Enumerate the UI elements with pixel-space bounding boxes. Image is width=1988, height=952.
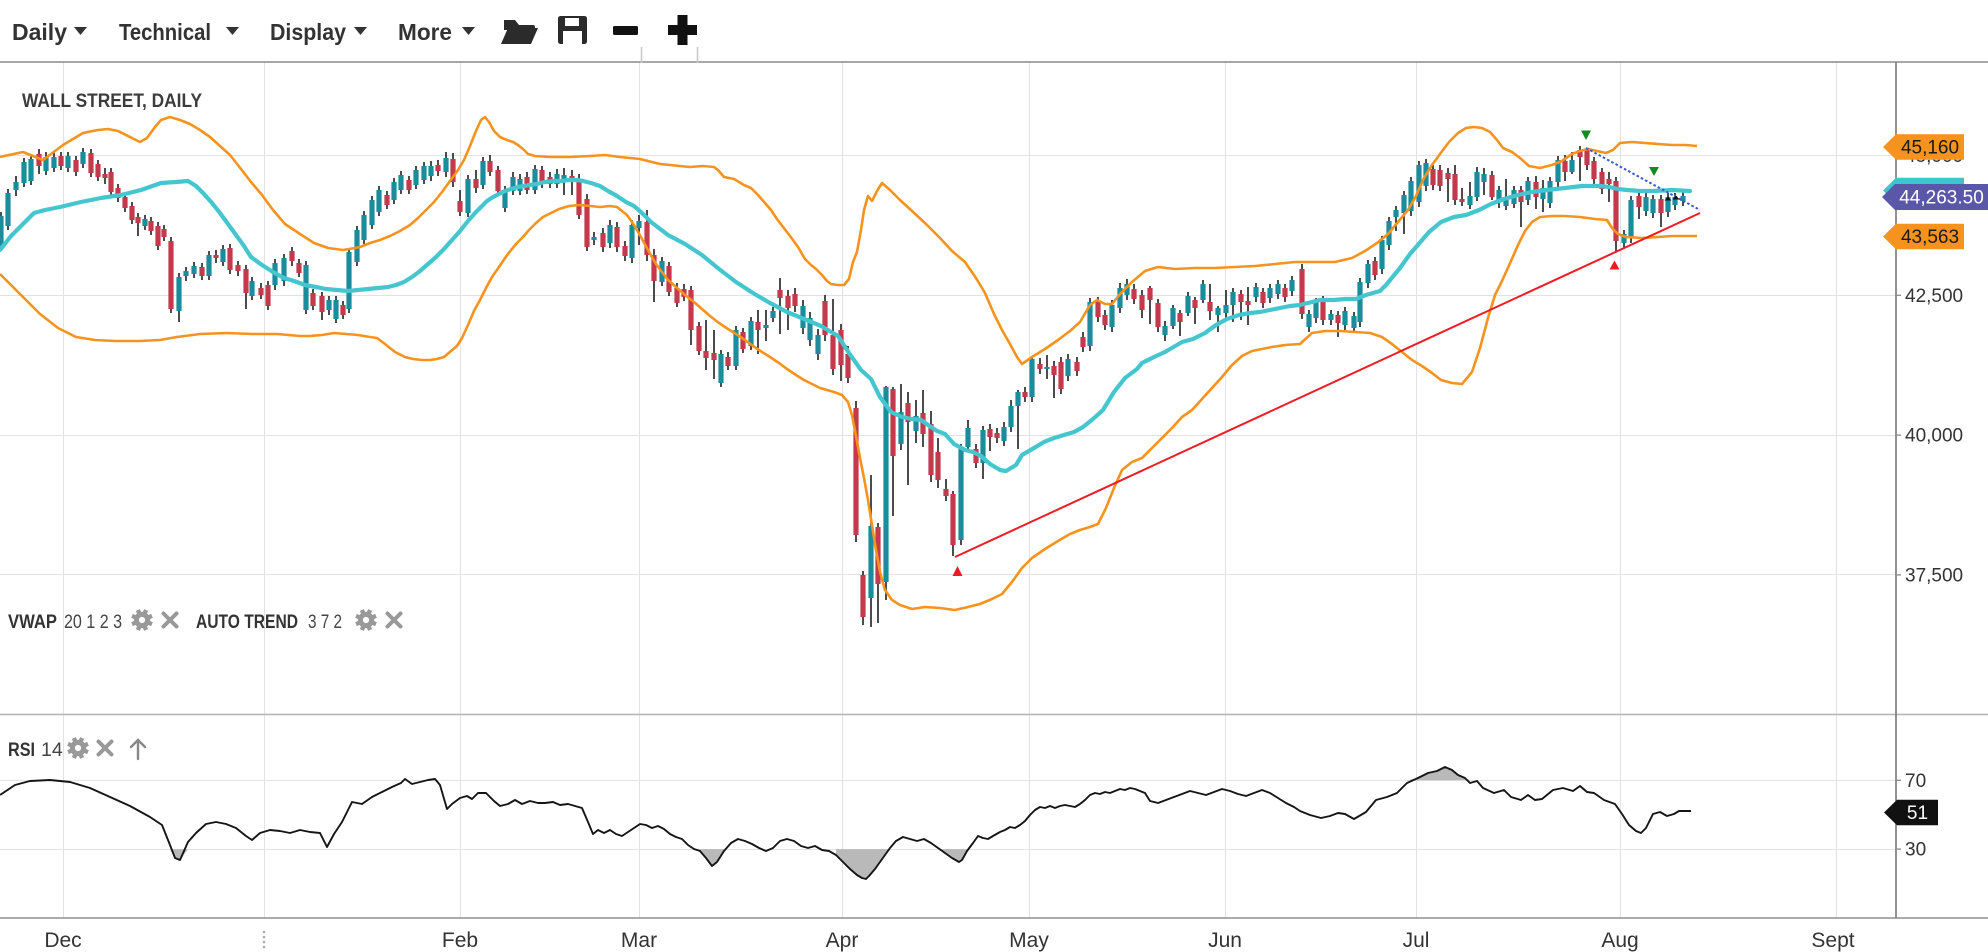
svg-text:44,263.50: 44,263.50 (1899, 188, 1984, 209)
svg-text:WALL STREET, DAILY: WALL STREET, DAILY (22, 90, 202, 112)
svg-text:40,000: 40,000 (1905, 426, 1963, 447)
svg-text:Sept: Sept (1811, 929, 1854, 952)
svg-text:45,160: 45,160 (1901, 138, 1959, 159)
svg-text:Dec: Dec (44, 929, 81, 952)
svg-text:Feb: Feb (442, 929, 478, 952)
svg-text:42,500: 42,500 (1905, 286, 1963, 307)
svg-text:May: May (1009, 929, 1049, 952)
svg-text:20 1 2 3: 20 1 2 3 (64, 611, 122, 633)
svg-text:14: 14 (41, 739, 63, 761)
svg-text:70: 70 (1905, 771, 1926, 792)
svg-text:AUTO TREND: AUTO TREND (196, 611, 298, 633)
svg-text:Jul: Jul (1403, 929, 1430, 952)
svg-text:VWAP: VWAP (8, 611, 57, 633)
svg-text:3 7 2: 3 7 2 (308, 611, 342, 633)
svg-text:43,563: 43,563 (1901, 227, 1959, 248)
svg-text:51: 51 (1907, 803, 1928, 824)
svg-text:37,500: 37,500 (1905, 565, 1963, 586)
svg-text:Mar: Mar (621, 929, 657, 952)
svg-text:RSI: RSI (8, 739, 35, 761)
svg-text:Jun: Jun (1208, 929, 1242, 952)
svg-text:Display: Display (270, 19, 346, 45)
svg-text:Daily: Daily (12, 19, 67, 45)
svg-text:Apr: Apr (826, 929, 859, 952)
svg-text:Technical: Technical (119, 19, 211, 45)
svg-text:More: More (398, 19, 452, 45)
svg-text:Aug: Aug (1601, 929, 1638, 952)
svg-text:30: 30 (1905, 840, 1926, 861)
